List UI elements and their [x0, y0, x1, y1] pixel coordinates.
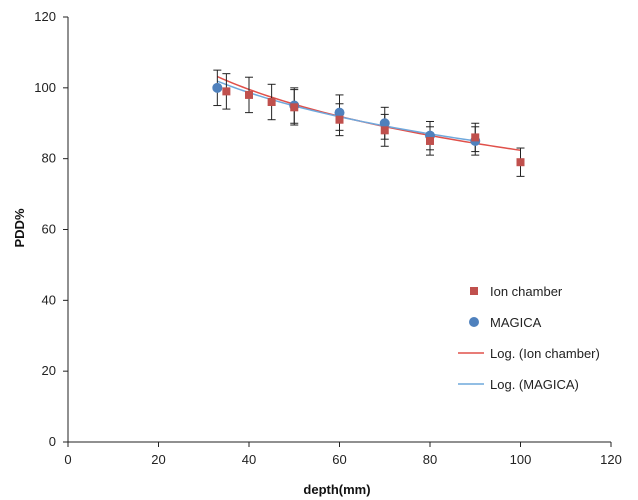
x-tick-label: 80 [423, 452, 437, 467]
point-ion-chamber [335, 115, 344, 124]
point-ion-chamber [222, 87, 231, 96]
point-ion-chamber [267, 98, 276, 106]
y-tick-label: 120 [34, 9, 56, 24]
legend: Ion chamber MAGICA Log. (Ion chamber) Lo… [458, 284, 600, 392]
point-ion-chamber [516, 158, 525, 167]
x-tick-label: 60 [332, 452, 346, 467]
point-ion-chamber [380, 126, 389, 135]
y-tick-label: 20 [42, 363, 56, 378]
y-tick-label: 40 [42, 292, 56, 307]
y-tick-label: 80 [42, 151, 56, 166]
legend-marker-ion-chamber [470, 287, 478, 295]
point-magica [334, 107, 345, 118]
x-tick-label: 100 [510, 452, 532, 467]
legend-label-ion-chamber: Ion chamber [490, 284, 563, 299]
point-magica [379, 118, 390, 129]
x-tick-label: 20 [151, 452, 165, 467]
markers [212, 82, 525, 167]
y-tick-label: 0 [49, 434, 56, 449]
legend-marker-magica [469, 317, 479, 327]
y-ticks: 0 20 40 60 80 100 120 [34, 9, 68, 449]
point-ion-chamber [245, 90, 253, 99]
legend-label-log-ion-chamber: Log. (Ion chamber) [490, 346, 600, 361]
point-ion-chamber [290, 103, 299, 112]
trendline-log-magica [217, 80, 476, 142]
x-axis-title: depth(mm) [303, 482, 370, 497]
y-tick-label: 100 [34, 80, 56, 95]
point-magica [212, 82, 223, 93]
point-ion-chamber [426, 136, 434, 145]
point-ion-chamber [471, 133, 480, 142]
x-tick-label: 0 [64, 452, 71, 467]
legend-label-magica: MAGICA [490, 315, 542, 330]
x-tick-label: 120 [600, 452, 622, 467]
x-ticks: 0 20 40 60 80 100 120 [64, 442, 622, 467]
x-tick-label: 40 [242, 452, 256, 467]
legend-label-log-magica: Log. (MAGICA) [490, 377, 579, 392]
y-axis-title: PDD% [12, 208, 27, 247]
y-tick-label: 60 [42, 222, 56, 237]
